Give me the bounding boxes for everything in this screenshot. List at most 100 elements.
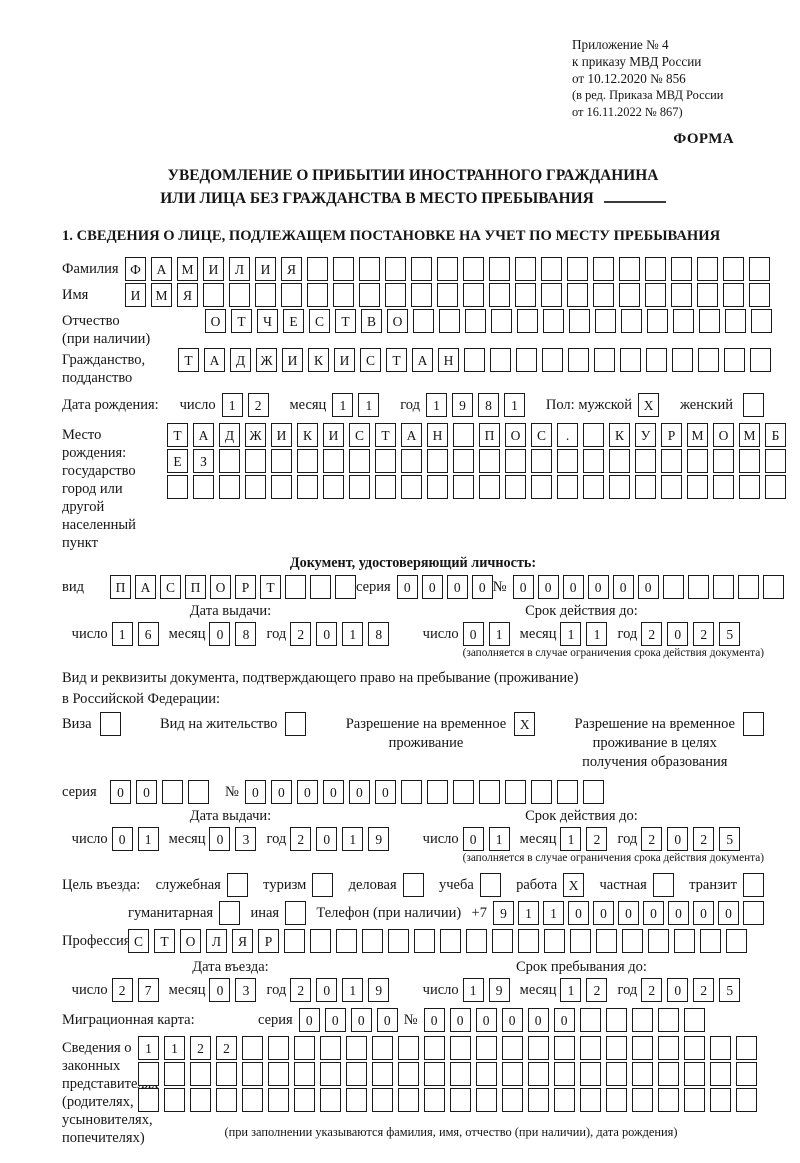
char-box[interactable] [346, 1088, 367, 1112]
char-box[interactable] [193, 475, 214, 499]
char-box[interactable] [424, 1036, 445, 1060]
char-box[interactable] [736, 1062, 757, 1086]
char-box[interactable]: 0 [501, 1008, 523, 1032]
char-box[interactable]: 0 [111, 827, 133, 851]
char-box[interactable]: 9 [368, 827, 390, 851]
char-box[interactable] [725, 309, 746, 333]
char-box[interactable]: И [334, 348, 355, 372]
char-box[interactable] [294, 1036, 315, 1060]
char-box[interactable] [619, 283, 640, 307]
char-box[interactable]: 1 [560, 978, 582, 1002]
char-box[interactable] [450, 1036, 471, 1060]
char-box[interactable]: 0 [462, 827, 484, 851]
char-box[interactable] [453, 423, 474, 447]
char-box[interactable] [310, 929, 331, 953]
char-box[interactable] [762, 575, 784, 599]
char-box[interactable]: 0 [612, 575, 634, 599]
char-box[interactable] [544, 929, 565, 953]
char-box[interactable] [504, 780, 526, 804]
char-box[interactable]: О [210, 575, 231, 599]
phone-digit-box[interactable]: 0 [667, 901, 689, 925]
char-box[interactable]: 0 [421, 575, 443, 599]
char-box[interactable]: 0 [667, 978, 689, 1002]
char-box[interactable]: М [687, 423, 708, 447]
char-box[interactable] [372, 1088, 393, 1112]
char-box[interactable]: 1 [342, 827, 364, 851]
char-box[interactable]: 0 [512, 575, 534, 599]
char-box[interactable] [426, 780, 448, 804]
char-box[interactable]: 0 [316, 978, 338, 1002]
private-checkbox[interactable] [652, 873, 674, 897]
char-box[interactable] [569, 309, 590, 333]
humanitarian-checkbox[interactable] [219, 901, 241, 925]
char-box[interactable]: 8 [478, 393, 500, 417]
char-box[interactable] [190, 1062, 211, 1086]
char-box[interactable] [593, 257, 614, 281]
char-box[interactable]: 6 [137, 622, 159, 646]
char-box[interactable]: С [160, 575, 181, 599]
char-box[interactable] [268, 1088, 289, 1112]
char-box[interactable] [556, 780, 578, 804]
char-box[interactable]: 0 [423, 1008, 445, 1032]
char-box[interactable] [635, 449, 656, 473]
char-box[interactable] [749, 283, 770, 307]
char-box[interactable]: И [323, 423, 344, 447]
char-box[interactable] [582, 780, 604, 804]
char-box[interactable] [619, 257, 640, 281]
char-box[interactable]: Т [154, 929, 175, 953]
char-box[interactable] [580, 1088, 601, 1112]
char-box[interactable]: С [360, 348, 381, 372]
char-box[interactable]: С [309, 309, 330, 333]
char-box[interactable]: Р [235, 575, 256, 599]
char-box[interactable] [531, 449, 552, 473]
char-box[interactable] [271, 449, 292, 473]
char-box[interactable] [414, 929, 435, 953]
char-box[interactable] [188, 780, 209, 804]
char-box[interactable]: С [349, 423, 370, 447]
char-box[interactable] [736, 1088, 757, 1112]
char-box[interactable] [362, 929, 383, 953]
char-box[interactable]: 0 [316, 827, 338, 851]
char-box[interactable] [580, 1036, 601, 1060]
female-checkbox[interactable] [743, 393, 764, 417]
char-box[interactable]: 1 [488, 827, 510, 851]
char-box[interactable]: 0 [637, 575, 659, 599]
char-box[interactable] [583, 423, 604, 447]
char-box[interactable] [723, 283, 744, 307]
char-box[interactable] [463, 257, 484, 281]
char-box[interactable] [648, 929, 669, 953]
char-box[interactable]: Ж [245, 423, 266, 447]
char-box[interactable] [750, 348, 771, 372]
char-box[interactable]: 3 [235, 827, 257, 851]
char-box[interactable] [476, 1088, 497, 1112]
char-box[interactable] [452, 780, 474, 804]
char-box[interactable] [567, 283, 588, 307]
char-box[interactable] [710, 1036, 731, 1060]
char-box[interactable]: 0 [553, 1008, 575, 1032]
char-box[interactable] [710, 1088, 731, 1112]
char-box[interactable] [398, 1062, 419, 1086]
char-box[interactable] [609, 449, 630, 473]
char-box[interactable] [568, 348, 589, 372]
char-box[interactable]: 3 [235, 978, 257, 1002]
char-box[interactable] [606, 1062, 627, 1086]
char-box[interactable] [502, 1088, 523, 1112]
char-box[interactable] [632, 1036, 653, 1060]
char-box[interactable] [661, 449, 682, 473]
char-box[interactable] [645, 283, 666, 307]
char-box[interactable]: 0 [667, 827, 689, 851]
visa-checkbox[interactable] [99, 712, 121, 736]
char-box[interactable] [699, 309, 720, 333]
char-box[interactable] [307, 257, 328, 281]
char-box[interactable] [372, 1036, 393, 1060]
char-box[interactable] [662, 575, 684, 599]
char-box[interactable]: И [255, 257, 276, 281]
char-box[interactable] [164, 1088, 185, 1112]
char-box[interactable]: И [125, 283, 146, 307]
char-box[interactable]: 1 [137, 827, 159, 851]
char-box[interactable]: 0 [348, 780, 370, 804]
char-box[interactable] [518, 929, 539, 953]
char-box[interactable]: О [180, 929, 201, 953]
char-box[interactable] [673, 309, 694, 333]
char-box[interactable] [671, 257, 692, 281]
